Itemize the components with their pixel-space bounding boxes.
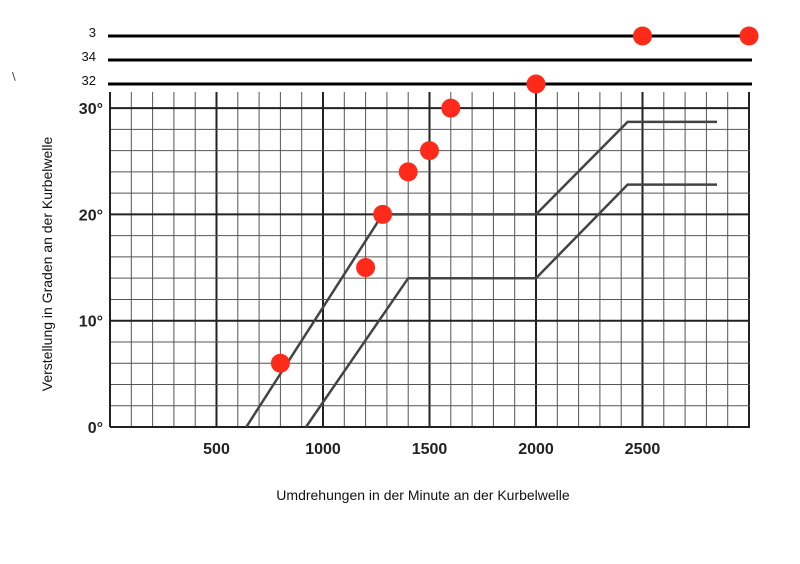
data-point bbox=[526, 74, 546, 94]
data-point bbox=[739, 26, 759, 46]
x-tick-label: 1500 bbox=[412, 441, 448, 458]
x-tick-label: 2500 bbox=[625, 441, 661, 458]
series-lines bbox=[245, 120, 717, 428]
x-tick-label: 2000 bbox=[518, 441, 554, 458]
reference-lines: 3 34 32 bbox=[82, 25, 752, 88]
data-point bbox=[420, 141, 439, 161]
x-axis-label: Umdrehungen in der Minute an der Kurbelw… bbox=[276, 487, 570, 503]
x-tick-label: 500 bbox=[203, 441, 230, 458]
series-line-2 bbox=[304, 183, 717, 428]
y-tick-label: 30° bbox=[79, 101, 103, 118]
data-point bbox=[356, 258, 376, 278]
data-point bbox=[398, 162, 418, 182]
data-point bbox=[270, 353, 290, 373]
reference-line-label: 34 bbox=[82, 49, 96, 64]
reference-line-label: 3 bbox=[89, 25, 96, 40]
y-axis-label: Verstellung in Graden an der Kurbelwelle bbox=[39, 137, 55, 392]
x-tick-label: 1000 bbox=[305, 441, 341, 458]
reference-line-label: 32 bbox=[82, 73, 96, 88]
y-tick-label: 0° bbox=[88, 420, 103, 437]
series-line-1 bbox=[245, 120, 717, 428]
data-point bbox=[633, 26, 652, 46]
scatter-points bbox=[270, 26, 759, 373]
y-tick-label: 10° bbox=[79, 314, 103, 331]
y-tick-label: 20° bbox=[79, 207, 103, 224]
data-point bbox=[441, 98, 461, 118]
tick-labels: 500 1000 1500 2000 2500 0° 10° 20° 30° bbox=[79, 101, 661, 458]
stray-mark: \ bbox=[12, 70, 16, 83]
data-point bbox=[373, 204, 393, 224]
